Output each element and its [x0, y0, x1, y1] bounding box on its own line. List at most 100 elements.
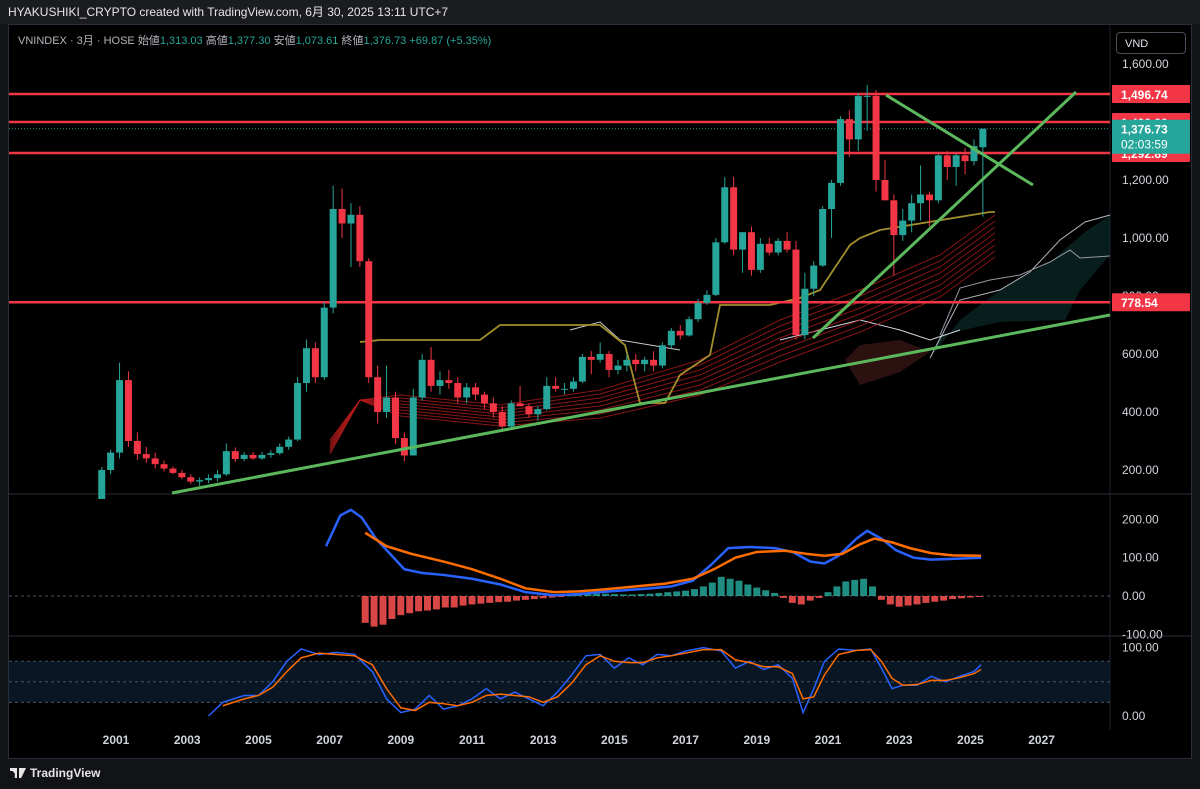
histogram-bar	[788, 596, 796, 603]
candle-body	[320, 307, 328, 378]
histogram-bar	[646, 593, 654, 596]
candle-body	[979, 128, 987, 148]
symbol-legend: VNINDEX · 3月 · HOSE 始値1,313.03 高値1,377.3…	[18, 32, 491, 48]
high-label: 高値	[205, 35, 228, 47]
histogram-bar	[397, 596, 405, 616]
candle-body	[552, 385, 560, 389]
candle-body	[614, 365, 622, 370]
histogram-bar	[361, 596, 369, 623]
histogram-bar	[806, 596, 814, 601]
change-value: +69.87 (+5.35%)	[409, 35, 492, 47]
histogram-bar	[815, 596, 823, 598]
candle-body	[854, 95, 862, 140]
candle-body	[98, 470, 106, 499]
histogram-bar	[441, 596, 449, 608]
price-label-text: 1,496.74	[1121, 88, 1168, 102]
falling-trendline	[885, 93, 1034, 187]
candle-body	[463, 387, 471, 398]
candle-body	[383, 397, 391, 412]
candle-body	[258, 454, 266, 459]
histogram-bar	[833, 586, 841, 596]
x-tick-label: 2019	[743, 733, 770, 747]
x-tick-label: 2003	[174, 733, 201, 747]
candle-body	[329, 209, 337, 308]
candle-body	[124, 380, 132, 441]
histogram-bar	[664, 592, 672, 596]
candle-body	[365, 261, 373, 378]
last-price-text: 1,376.73	[1121, 123, 1168, 137]
candle-body	[694, 302, 702, 320]
candle-body	[178, 472, 186, 478]
histogram-bar	[655, 592, 663, 596]
histogram-bar	[619, 594, 627, 596]
histogram-bar	[762, 590, 770, 596]
x-tick-label: 2001	[103, 733, 130, 747]
candle-body	[917, 194, 925, 204]
candle-body	[231, 451, 239, 459]
x-tick-label: 2021	[815, 733, 842, 747]
candle-body	[908, 203, 916, 221]
candle-body	[641, 359, 649, 365]
histogram-bar	[370, 596, 378, 627]
candle-body	[480, 394, 488, 404]
candle-body	[347, 214, 355, 224]
candle-body	[374, 377, 382, 412]
histogram-bar	[726, 578, 734, 596]
histogram-bar	[584, 594, 592, 596]
histogram-bar	[895, 596, 903, 607]
histogram-bar	[486, 596, 494, 603]
chart-caption: HYAKUSHIKI_CRYPTO created with TradingVi…	[8, 5, 449, 19]
candle-body	[302, 348, 310, 383]
candle-body	[650, 359, 658, 366]
histogram-bar	[468, 596, 476, 605]
histogram-bar	[628, 594, 636, 596]
y-tick-label: 1,200.00	[1122, 173, 1169, 187]
candle-body	[712, 242, 720, 295]
histogram-bar	[530, 596, 538, 600]
open-label: 始値	[137, 35, 160, 47]
histogram-bar	[869, 586, 876, 596]
y-tick-label: 200.00	[1122, 512, 1159, 526]
histogram-bar	[860, 578, 868, 596]
candle-body	[276, 446, 284, 454]
candle-body	[222, 451, 230, 475]
histogram-bar	[424, 596, 431, 611]
x-tick-label: 2013	[530, 733, 557, 747]
brand-label: TradingView	[30, 766, 101, 780]
candle-body	[213, 474, 221, 479]
candle-body	[872, 95, 880, 180]
x-tick-label: 2011	[459, 733, 485, 747]
candle-body	[294, 383, 302, 440]
rising-trendline	[811, 90, 1078, 340]
candle-body	[454, 383, 462, 398]
candle-body	[578, 356, 586, 382]
y-tick-label: 1,600.00	[1122, 57, 1169, 71]
last-price-box	[1112, 119, 1190, 154]
histogram-bar	[931, 596, 939, 602]
candle-body	[400, 438, 408, 456]
candle-body	[169, 468, 177, 473]
close-label: 終値	[341, 35, 364, 47]
histogram-bar	[913, 596, 921, 605]
ema-ribbon-line	[329, 214, 996, 441]
histogram-bar	[539, 596, 547, 599]
histogram-bar	[904, 596, 912, 606]
kijun-line	[359, 211, 995, 404]
histogram-bar	[735, 580, 743, 596]
candle-body	[863, 95, 871, 97]
candle-body	[418, 359, 426, 398]
histogram-bar	[842, 581, 850, 596]
candle-body	[409, 397, 417, 456]
candle-body	[472, 387, 480, 395]
candle-body	[587, 356, 595, 360]
tradingview-logo[interactable]: TradingView	[10, 766, 100, 780]
currency-button[interactable]: VND	[1116, 32, 1186, 54]
histogram-bar	[824, 592, 832, 596]
candle-body	[569, 381, 577, 389]
candle-body	[739, 232, 747, 250]
candle-body	[187, 477, 195, 482]
y-tick-label: 100.00	[1122, 551, 1159, 565]
candle-body	[819, 209, 827, 266]
candle-body	[801, 288, 809, 336]
